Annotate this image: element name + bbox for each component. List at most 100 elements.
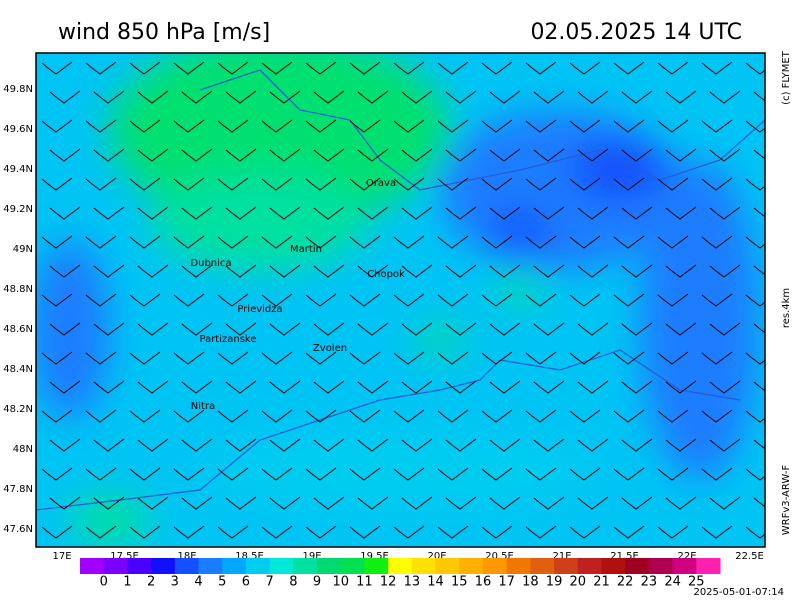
wind-barb bbox=[401, 322, 433, 336]
color-scale-label: 22 bbox=[617, 575, 634, 590]
wind-barb bbox=[533, 206, 565, 220]
wind-barb bbox=[525, 409, 557, 423]
color-scale-label: 0 bbox=[100, 575, 108, 590]
color-swatch bbox=[577, 558, 602, 574]
wind-barb bbox=[261, 61, 293, 75]
wind-barb bbox=[181, 438, 213, 452]
wind-barb bbox=[489, 206, 521, 220]
wind-barb bbox=[525, 61, 557, 75]
wind-barb bbox=[525, 525, 557, 539]
wind-barb bbox=[533, 148, 565, 162]
wind-barb bbox=[445, 322, 477, 336]
wind-barb bbox=[437, 61, 469, 75]
color-scale-label: 24 bbox=[664, 575, 681, 590]
wind-barb bbox=[613, 409, 645, 423]
wind-barb bbox=[181, 496, 213, 510]
color-swatch bbox=[340, 558, 365, 574]
wind-barb bbox=[173, 119, 205, 133]
wind-barb bbox=[709, 380, 741, 394]
wind-barb bbox=[173, 525, 205, 539]
wind-barb bbox=[701, 293, 733, 307]
wind-barb bbox=[437, 235, 469, 249]
place-name: Dubnica bbox=[190, 258, 231, 269]
map-frame bbox=[35, 52, 766, 548]
wind-barb bbox=[489, 90, 521, 104]
color-scale-label: 12 bbox=[380, 575, 397, 590]
wind-barb bbox=[305, 235, 337, 249]
wind-barb bbox=[173, 409, 205, 423]
place-name: Chopok bbox=[367, 269, 405, 280]
wind-barb bbox=[701, 525, 733, 539]
color-swatch bbox=[174, 558, 200, 574]
map-field bbox=[36, 53, 765, 547]
wind-barb bbox=[745, 62, 765, 75]
wind-barb bbox=[349, 409, 381, 423]
wind-barb bbox=[349, 351, 381, 365]
wind-barb bbox=[313, 206, 345, 220]
color-scale-label: 13 bbox=[404, 575, 421, 590]
wind-barb bbox=[129, 409, 161, 423]
wind-barb bbox=[665, 380, 697, 394]
wind-barb bbox=[701, 467, 733, 481]
wind-barb bbox=[445, 438, 477, 452]
wind-barb bbox=[525, 351, 557, 365]
wind-barb bbox=[525, 119, 557, 133]
color-scale-label: 21 bbox=[593, 575, 610, 590]
wind-barb bbox=[49, 380, 81, 394]
color-scale-label: 6 bbox=[242, 575, 250, 590]
wind-barb bbox=[41, 119, 73, 133]
longitude-label: 21.5E bbox=[610, 551, 639, 562]
color-scale-label: 19 bbox=[546, 575, 563, 590]
wind-barb bbox=[261, 409, 293, 423]
wind-barb bbox=[745, 526, 765, 539]
wind-barb bbox=[445, 496, 477, 510]
wind-barb bbox=[533, 264, 565, 278]
wind-barb bbox=[357, 264, 389, 278]
color-swatch bbox=[530, 558, 555, 574]
wind-barb bbox=[525, 235, 557, 249]
wind-barb bbox=[349, 119, 381, 133]
latitude-label: 49.2N bbox=[3, 204, 33, 215]
wind-barb bbox=[129, 61, 161, 75]
wind-barb bbox=[753, 149, 765, 160]
wind-barb bbox=[657, 177, 689, 191]
color-swatch bbox=[80, 558, 105, 574]
wind-barb bbox=[181, 148, 213, 162]
wind-barb bbox=[577, 148, 609, 162]
wind-barb bbox=[313, 380, 345, 394]
wind-barb bbox=[745, 120, 765, 133]
wind-barb bbox=[393, 351, 425, 365]
wind-barb bbox=[489, 496, 521, 510]
wind-barb bbox=[49, 264, 81, 278]
color-scale-label: 16 bbox=[475, 575, 492, 590]
color-scale-label: 8 bbox=[289, 575, 297, 590]
wind-barb bbox=[481, 525, 513, 539]
color-scale-label: 5 bbox=[218, 575, 226, 590]
wind-barb bbox=[613, 119, 645, 133]
wind-barb bbox=[49, 206, 81, 220]
wind-barb bbox=[657, 61, 689, 75]
wind-barb bbox=[701, 351, 733, 365]
wind-barb bbox=[745, 294, 765, 307]
latitude-label: 48.2N bbox=[3, 404, 33, 415]
wind-barb bbox=[41, 351, 73, 365]
wind-barb bbox=[709, 438, 741, 452]
wind-barb bbox=[709, 496, 741, 510]
wind-barb bbox=[93, 322, 125, 336]
wind-barb bbox=[261, 235, 293, 249]
wind-barb bbox=[85, 525, 117, 539]
wind-barb bbox=[401, 264, 433, 278]
wind-barb bbox=[745, 236, 765, 249]
wind-barb bbox=[173, 61, 205, 75]
wind-barb bbox=[745, 468, 765, 481]
model-name: WRFv3-ARW-F bbox=[781, 465, 792, 536]
wind-barb bbox=[93, 264, 125, 278]
map-title: wind 850 hPa [m/s] bbox=[58, 20, 270, 45]
wind-barb bbox=[357, 380, 389, 394]
color-swatch bbox=[411, 558, 437, 574]
color-scale-label: 2 bbox=[147, 575, 155, 590]
wind-barb bbox=[533, 90, 565, 104]
wind-barb bbox=[401, 206, 433, 220]
color-scale-label: 4 bbox=[194, 575, 202, 590]
wind-barb bbox=[41, 525, 73, 539]
